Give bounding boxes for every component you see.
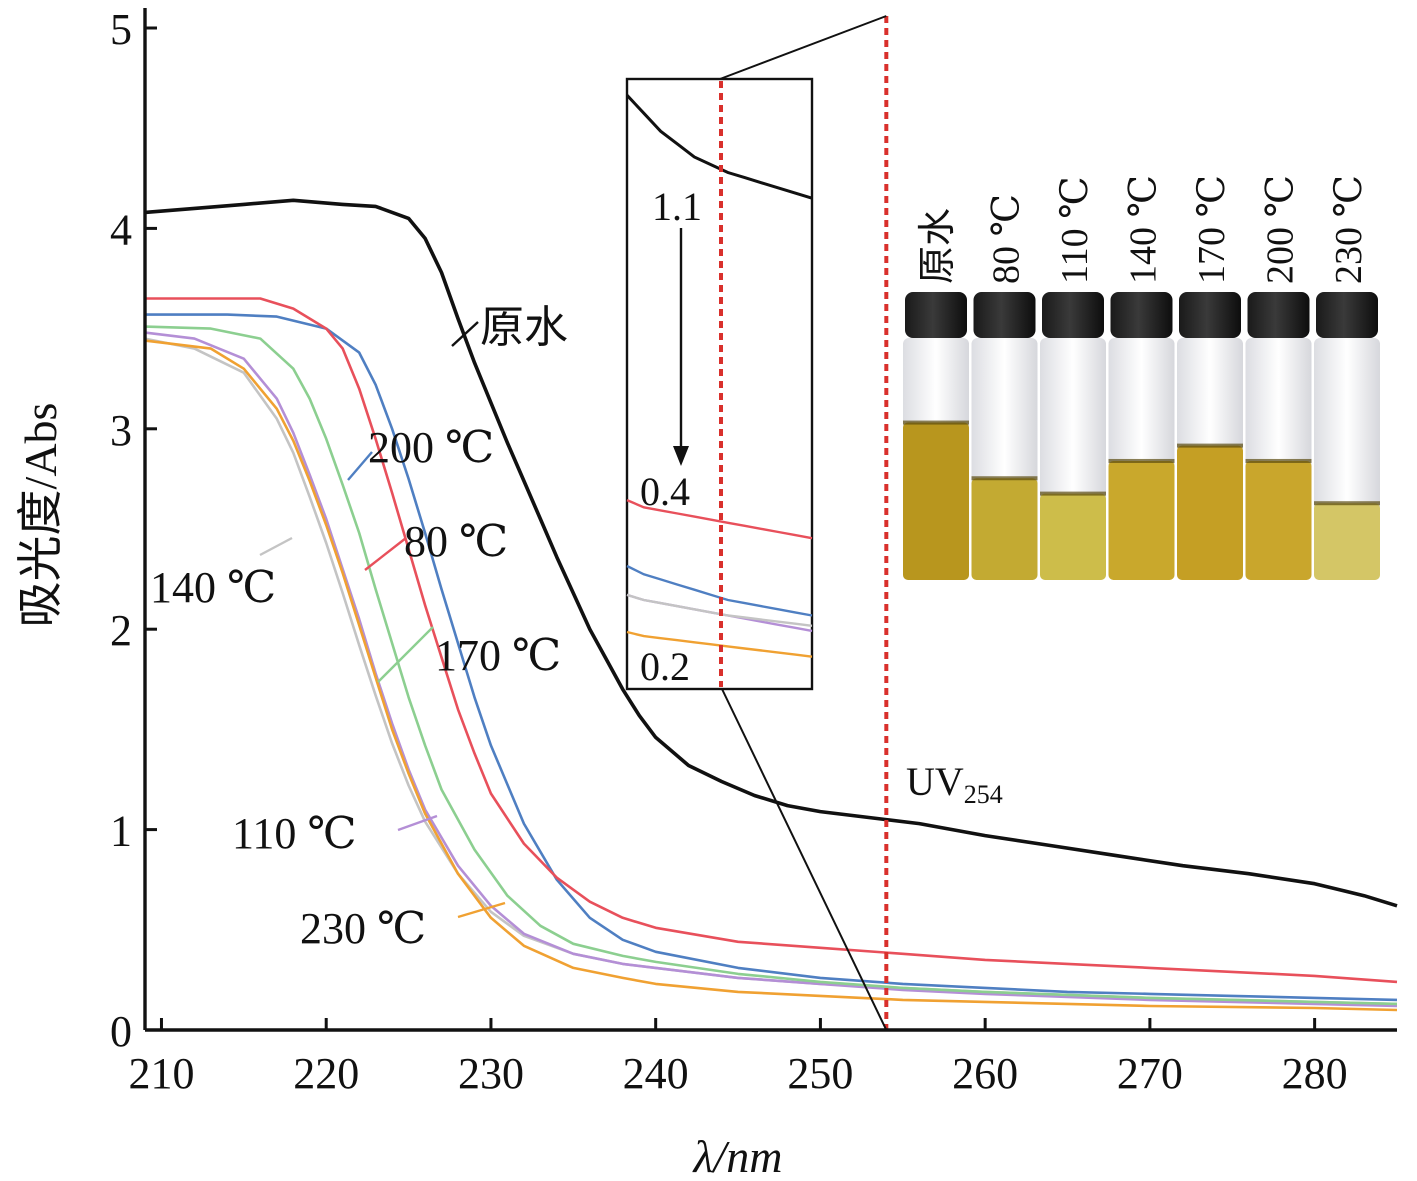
vial-liquid-4 bbox=[1177, 445, 1243, 580]
y-tick-label-5: 5 bbox=[110, 5, 132, 54]
y-tick-label-0: 0 bbox=[110, 1007, 132, 1056]
x-tick-label-280: 280 bbox=[1282, 1049, 1348, 1098]
x-tick-label-260: 260 bbox=[952, 1049, 1018, 1098]
inset-zoom-box: 1.1 0.4 0.2 bbox=[625, 15, 888, 1031]
vial-label-4: 170 ℃ bbox=[1191, 175, 1233, 284]
uv254-marker: UV254 bbox=[884, 16, 1003, 1030]
y-tick-label-3: 3 bbox=[110, 406, 132, 455]
series-label-230: 230 ℃ bbox=[300, 904, 426, 953]
inset-label-2: 0.2 bbox=[640, 644, 690, 689]
vial-meniscus-5 bbox=[1245, 458, 1312, 463]
series-line-80 bbox=[145, 297, 1398, 984]
vial-liquid-0 bbox=[903, 422, 969, 580]
vial-5: 200 ℃ bbox=[1245, 175, 1312, 580]
vial-4: 170 ℃ bbox=[1177, 175, 1243, 580]
vial-label-1: 80 ℃ bbox=[986, 194, 1028, 284]
x-tick-label-250: 250 bbox=[787, 1049, 853, 1098]
leader-line-230 bbox=[457, 901, 506, 919]
vial-meniscus-4 bbox=[1177, 443, 1243, 448]
leader-line-80 bbox=[364, 537, 407, 571]
y-tick-label-4: 4 bbox=[110, 205, 132, 254]
series-label-110: 110 ℃ bbox=[232, 809, 357, 858]
vial-liquid-3 bbox=[1108, 460, 1175, 580]
x-tick-label-230: 230 bbox=[458, 1049, 524, 1098]
vial-label-6: 230 ℃ bbox=[1328, 175, 1370, 284]
vial-meniscus-2 bbox=[1040, 491, 1106, 496]
vial-3: 140 ℃ bbox=[1108, 175, 1175, 580]
vial-6: 230 ℃ bbox=[1314, 175, 1380, 580]
leader-line-170 bbox=[377, 626, 434, 683]
series-lines bbox=[144, 198, 1398, 1012]
y-tick-label-2: 2 bbox=[110, 606, 132, 655]
vial-liquid-6 bbox=[1314, 503, 1380, 580]
x-tick-label-210: 210 bbox=[128, 1049, 194, 1098]
series-line-200 bbox=[145, 313, 1398, 1002]
x-tick-label-270: 270 bbox=[1117, 1049, 1183, 1098]
inset-connector-top bbox=[719, 15, 887, 80]
vial-cap-3 bbox=[1110, 292, 1173, 338]
leader-line-200 bbox=[347, 451, 373, 481]
plot-area: 原水 200 ℃ 80 ℃ 140 ℃ 170 ℃ 110 ℃ 230 ℃ UV254 1.… bbox=[110, 5, 1398, 1098]
leader-line-140 bbox=[259, 536, 293, 557]
vial-meniscus-1 bbox=[971, 476, 1038, 481]
y-tick-label-1: 1 bbox=[110, 807, 132, 856]
series-line-110 bbox=[144, 331, 1398, 1008]
vial-meniscus-6 bbox=[1314, 501, 1380, 506]
vial-cap-4 bbox=[1179, 292, 1241, 338]
vial-2: 110 ℃ bbox=[1040, 176, 1106, 580]
vial-meniscus-0 bbox=[903, 420, 969, 425]
axes: 210 220 230 240 250 260 270 280 0 1 2 3 4 5 bbox=[110, 5, 1397, 1098]
y-axis-title: 吸光度/Abs bbox=[15, 403, 66, 628]
vial-label-2: 110 ℃ bbox=[1054, 176, 1096, 284]
inset-connector-bottom bbox=[721, 688, 888, 1031]
vial-label-3: 140 ℃ bbox=[1123, 175, 1165, 284]
x-tick-label-240: 240 bbox=[623, 1049, 689, 1098]
uv254-label: UV254 bbox=[906, 759, 1003, 809]
vial-liquid-5 bbox=[1245, 460, 1312, 580]
vial-liquid-1 bbox=[971, 478, 1038, 580]
series-label-raw-water-0: 原水 bbox=[480, 303, 568, 352]
series-line-raw-water-0 bbox=[144, 198, 1398, 908]
x-axis-title: λ/nm bbox=[692, 1131, 783, 1181]
series-labels: 原水 200 ℃ 80 ℃ 140 ℃ 170 ℃ 110 ℃ 230 ℃ bbox=[150, 303, 568, 953]
vial-1: 80 ℃ bbox=[971, 194, 1038, 580]
vial-cap-2 bbox=[1042, 292, 1104, 338]
vial-photo: 原水 80 ℃ 110 ℃ 140 ℃ 170 ℃ 200 ℃ 230 ℃ bbox=[903, 175, 1380, 580]
vial-0: 原水 bbox=[903, 208, 969, 580]
series-label-80: 80 ℃ bbox=[404, 517, 508, 566]
uv254-label-subscript: 254 bbox=[964, 780, 1003, 809]
vial-cap-5 bbox=[1247, 292, 1310, 338]
vial-label-0: 原水 bbox=[917, 208, 959, 284]
inset-line-80 bbox=[626, 498, 813, 540]
inset-label-1: 0.4 bbox=[640, 469, 690, 514]
series-label-200: 200 ℃ bbox=[368, 423, 494, 472]
vial-label-5: 200 ℃ bbox=[1260, 175, 1302, 284]
x-tick-label-220: 220 bbox=[293, 1049, 359, 1098]
leader-line-raw-water-0 bbox=[451, 321, 479, 347]
vial-cap-6 bbox=[1316, 292, 1378, 338]
leader-line-110 bbox=[397, 814, 438, 832]
inset-arrow-head bbox=[673, 446, 689, 466]
vial-liquid-2 bbox=[1040, 493, 1106, 580]
series-line-230 bbox=[144, 339, 1398, 1012]
vial-meniscus-3 bbox=[1108, 458, 1175, 463]
vial-cap-0 bbox=[905, 292, 967, 338]
inset-label-0: 1.1 bbox=[652, 184, 702, 229]
series-label-140: 140 ℃ bbox=[150, 563, 276, 612]
vial-cap-1 bbox=[973, 292, 1036, 338]
series-label-170: 170 ℃ bbox=[435, 631, 561, 680]
series-line-170 bbox=[144, 325, 1398, 1006]
